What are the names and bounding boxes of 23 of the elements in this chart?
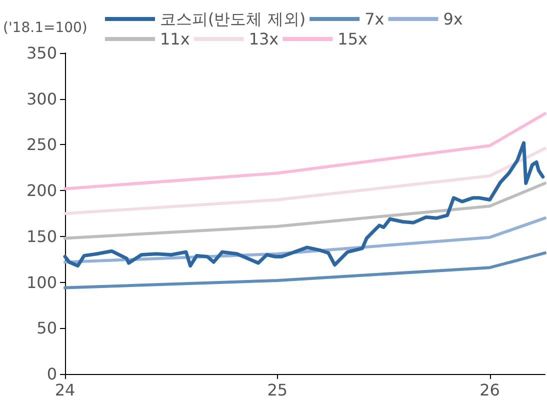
y-tick-label: 0	[46, 364, 57, 384]
legend-label: 15x	[338, 30, 368, 48]
y-tick-label: 200	[26, 181, 57, 200]
line-series	[63, 141, 545, 268]
y-tick-label: 150	[26, 226, 57, 246]
y-tick-label: 100	[26, 272, 57, 292]
legend-label: 7x	[364, 10, 384, 28]
legend-label: 코스피(반도체 제외)	[160, 10, 306, 28]
y-tick-label: 250	[26, 135, 57, 154]
legend-label: 13x	[248, 30, 279, 48]
x-tick-label: 24	[54, 380, 76, 400]
y-tick-label: 350	[26, 44, 57, 62]
line-series	[64, 182, 546, 240]
y-tick-label: 300	[26, 89, 57, 108]
x-tick-label: 26	[480, 380, 500, 400]
line-series	[64, 146, 546, 215]
line-series	[64, 112, 546, 190]
line-series	[64, 251, 546, 290]
y-axis-title: ('18.1=100)	[3, 20, 88, 36]
legend-label: 9x	[443, 10, 463, 28]
legend-label: 11x	[160, 30, 190, 48]
x-tick-label: 25	[267, 380, 288, 400]
y-tick-label: 50	[36, 318, 57, 338]
